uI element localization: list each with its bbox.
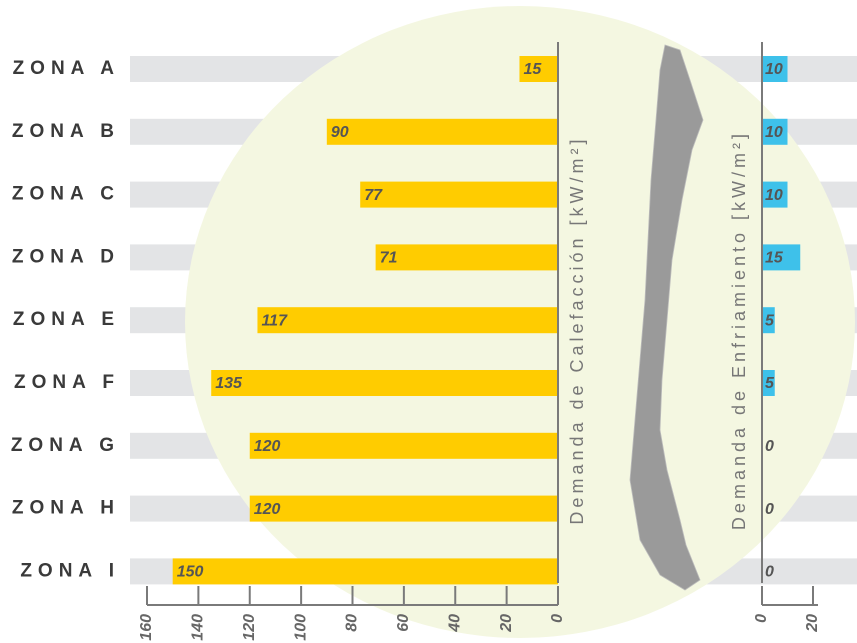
x-tick-label: 20 [804,614,821,633]
bar [211,370,558,396]
value-label: 15 [523,61,542,78]
value-label: 117 [261,312,288,329]
x-tick-label: 0 [549,614,566,623]
x-tick-label: 80 [344,614,361,632]
value-label: 150 [177,564,204,581]
x-axis-label: Demanda de Enfriamiento [kW/m²] [729,130,749,530]
bar [519,56,558,82]
value-label: 120 [254,501,281,518]
value-label: 135 [215,375,243,392]
bar [360,181,558,208]
value-label: 71 [380,250,398,267]
value-label: 0 [765,501,774,518]
category-label: ZONA F [14,372,120,393]
bar [249,495,558,522]
bar [326,118,558,145]
value-label: 120 [254,438,281,455]
value-label: 90 [331,124,349,141]
category-label: ZONA G [11,435,120,456]
category-label: ZONA E [13,309,120,330]
bar [762,370,775,396]
value-label: 5 [765,312,775,329]
category-label: ZONA D [12,246,120,267]
x-tick-label: 0 [753,614,770,623]
bar [249,432,558,459]
bar [762,181,788,208]
x-tick-label: 160 [138,614,155,641]
category-label: ZONA C [12,184,120,205]
category-label: ZONA H [12,498,120,519]
value-label: 10 [765,124,783,141]
category-label: ZONA A [13,58,120,79]
bar [762,118,788,145]
category-label: ZONA I [20,560,120,581]
bar [257,307,558,334]
x-tick-label: 40 [446,614,463,633]
value-label: 0 [765,564,774,581]
bar [375,244,558,271]
value-label: 10 [765,61,783,78]
chile-map [629,44,704,591]
value-label: 15 [765,250,784,267]
bar [762,307,775,334]
value-label: 0 [765,438,774,455]
x-axis-label: Demanda de Calefacción [kW/m²] [567,135,587,524]
x-tick-label: 60 [395,614,412,632]
bar [762,56,788,82]
x-tick-label: 120 [241,614,258,641]
category-label: ZONA B [12,121,120,142]
bar [172,558,558,585]
x-tick-label: 140 [190,614,207,641]
value-label: 5 [765,375,775,392]
bar [762,244,801,271]
value-label: 77 [364,187,383,204]
value-label: 10 [765,187,783,204]
x-tick-label: 100 [292,614,309,641]
x-tick-label: 20 [498,614,515,633]
